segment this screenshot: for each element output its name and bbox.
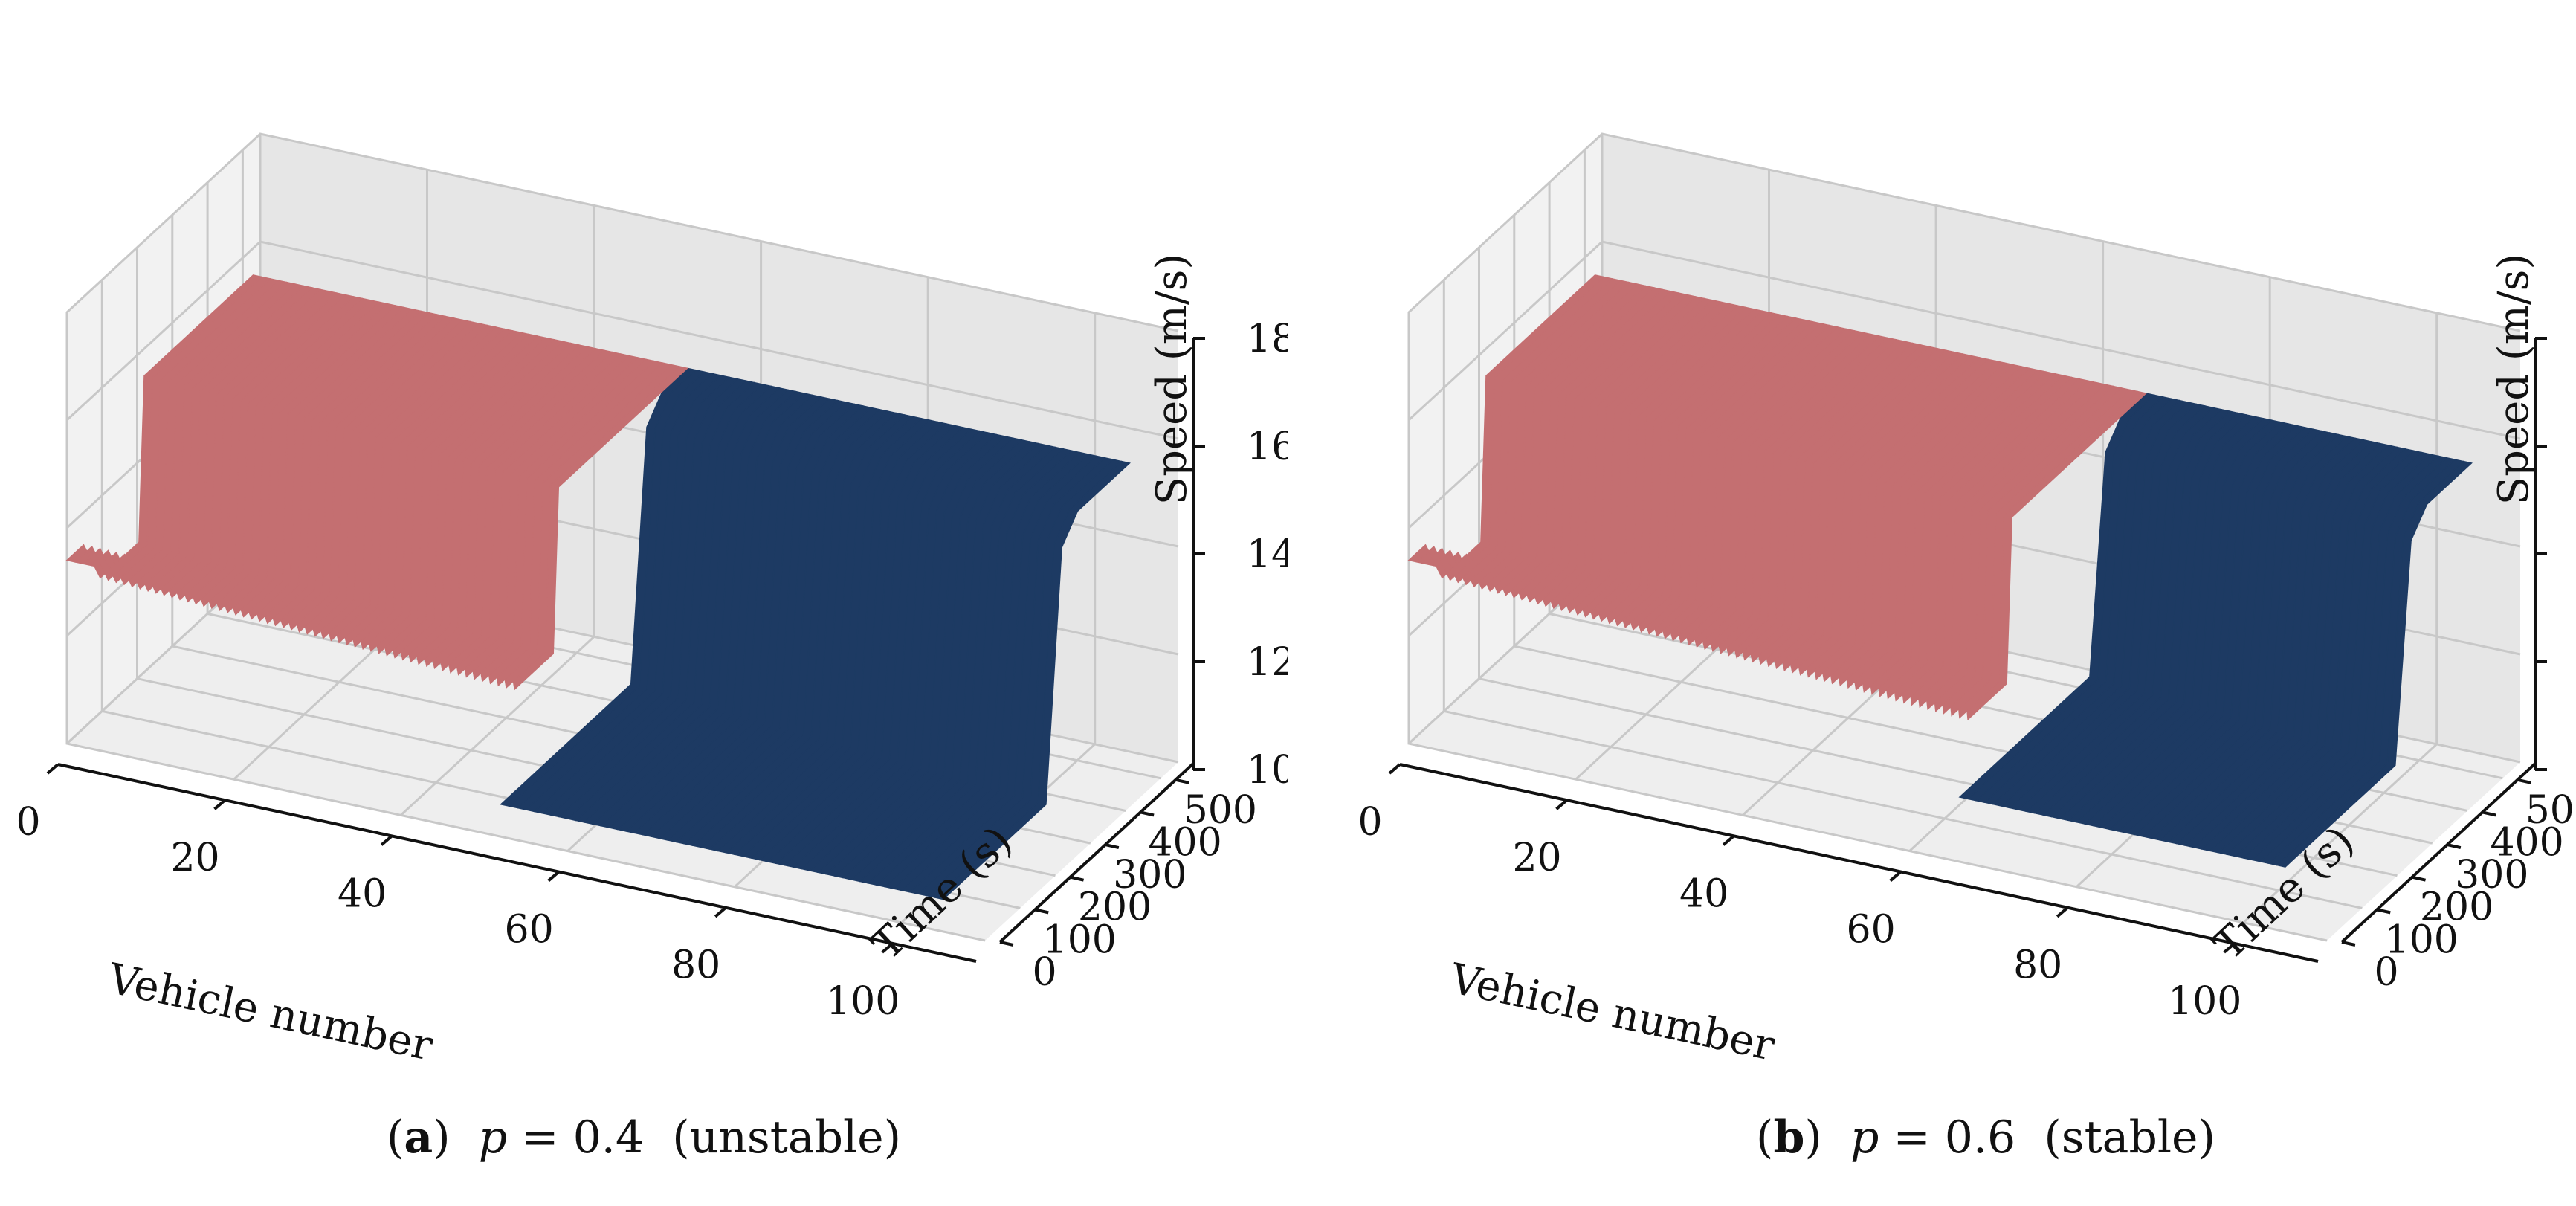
x-tick-label: 20 (170, 836, 219, 880)
y-tick-label: 0 (2374, 950, 2398, 995)
y-axis-line (998, 762, 1195, 944)
surface-strip-red (91, 280, 288, 587)
x-axis-label: Vehicle number (1445, 955, 1779, 1071)
caption-note: (unstable) (672, 1112, 902, 1164)
gridline-z (1407, 240, 2521, 440)
x-axis-line (57, 763, 977, 963)
y-tick (1070, 875, 1084, 882)
z-tick-label: 12 (1247, 640, 1288, 685)
caption-param: p (1850, 1112, 1879, 1164)
z-tick-label: 14 (1247, 532, 1288, 577)
x-tick-label: 40 (1679, 871, 1728, 916)
surface-strip-red (1407, 274, 1605, 581)
z-tick-label: 16 (1247, 425, 1288, 469)
y-tick (2412, 875, 2426, 882)
x-tick (1388, 763, 1401, 775)
caption-value: 0.6 (1944, 1112, 2016, 1164)
x-tick-label: 80 (671, 944, 720, 988)
z-axis-label: Speed (m/s) (2490, 254, 2538, 506)
y-tick-label: 100 (1043, 918, 1117, 962)
x-tick-label: 80 (2013, 944, 2062, 988)
caption-b: (b) p = 0.6 (stable) (1756, 1112, 2215, 1164)
y-tick (1034, 908, 1049, 915)
x-tick-label: 100 (826, 979, 900, 1024)
caption-param: p (478, 1112, 508, 1164)
y-tick (1105, 843, 1120, 850)
surface-strip-red (1441, 281, 1639, 590)
gridline-z (65, 132, 1179, 332)
gridline-z (65, 240, 1179, 440)
x-axis-label: Vehicle number (103, 955, 437, 1071)
caption-value: 0.4 (572, 1112, 645, 1164)
y-tick (2447, 843, 2462, 850)
surface-strip-red (1433, 280, 1630, 587)
x-tick (2223, 942, 2236, 954)
y-tick (2376, 908, 2391, 915)
y-tick (2341, 941, 2356, 947)
y-tick-label: 200 (2420, 886, 2493, 930)
y-tick-label: 300 (1113, 853, 1187, 897)
x-tick (1722, 834, 1735, 846)
surface-strip-blue (500, 367, 697, 807)
x-tick-label: 20 (1512, 836, 1561, 880)
caption-label: b (1773, 1112, 1805, 1164)
x-tick (380, 834, 393, 846)
y-tick-label: 400 (1148, 820, 1221, 865)
y-tick-label: 100 (2385, 918, 2459, 962)
y-axis-line (2340, 762, 2537, 944)
surface-plot-a: 02040608010001002003004005001012141618Ve… (16, 132, 1296, 1071)
surface-strip-red (99, 281, 297, 590)
x-tick (881, 942, 894, 954)
y-tick-label: 500 (2525, 788, 2576, 833)
z-axis-label: Speed (m/s) (1148, 254, 1196, 506)
z-tick-label: 18 (1247, 317, 1288, 361)
caption-a: (a) p = 0.4 (unstable) (386, 1112, 902, 1164)
panel-a: 0 20 40 60 80 100 0 100 200 300 400 500 10 12 14 16 18 Ve… (16, 132, 1296, 1164)
x-tick-label: 40 (338, 871, 387, 916)
x-axis-line (1399, 763, 2319, 963)
y-tick (2517, 778, 2531, 784)
x-tick-label: 100 (2168, 979, 2241, 1024)
caption-label: a (404, 1112, 433, 1164)
x-tick (547, 871, 560, 883)
gridline-z (1407, 132, 2521, 332)
y-tick (999, 941, 1014, 947)
y-tick-label: 300 (2455, 853, 2528, 897)
y-tick (1175, 778, 1189, 784)
x-tick (1555, 799, 1568, 810)
caption-note: (stable) (2044, 1112, 2215, 1164)
surface-strip-red (65, 274, 263, 581)
y-tick-label: 500 (1184, 788, 1257, 833)
y-tick-label: 0 (1032, 950, 1056, 995)
surface-strip-blue (1958, 393, 2156, 800)
x-tick (1889, 871, 1902, 883)
x-tick-label: 0 (1358, 800, 1382, 845)
x-tick (213, 799, 226, 810)
x-tick-label: 0 (16, 800, 40, 845)
panel-b: 02040608010001002003004005001012141618Ve… (1342, 0, 2576, 1206)
x-tick (46, 763, 59, 775)
y-tick-label: 200 (1078, 886, 1152, 930)
y-tick-label: 400 (2490, 820, 2563, 865)
z-tick-label: 10 (1247, 748, 1288, 793)
y-tick (2482, 810, 2496, 817)
x-tick-label: 60 (1847, 908, 1896, 952)
x-tick-label: 60 (505, 908, 554, 952)
surface-plot-b: 02040608010001002003004005001012141618Ve… (1358, 132, 2576, 1071)
x-tick (714, 906, 727, 918)
y-tick (1140, 810, 1155, 817)
x-tick (2056, 906, 2069, 918)
